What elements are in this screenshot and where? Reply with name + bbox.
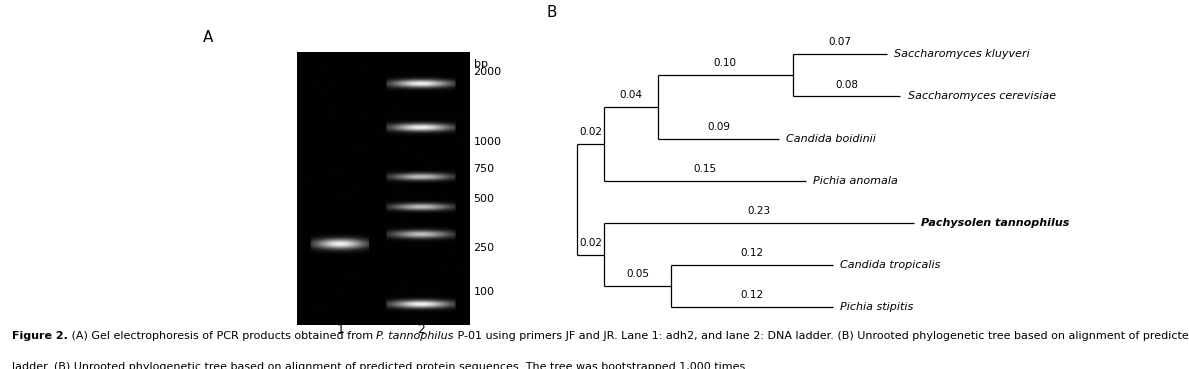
Text: 0.12: 0.12 [741, 290, 763, 300]
Text: 0.12: 0.12 [741, 248, 763, 258]
Text: Candida tropicalis: Candida tropicalis [841, 260, 940, 270]
Text: (A) Gel electrophoresis of PCR products obtained from: (A) Gel electrophoresis of PCR products … [68, 331, 377, 341]
Text: 0.07: 0.07 [829, 37, 851, 47]
Text: bp: bp [473, 59, 487, 69]
Text: 0.08: 0.08 [835, 80, 858, 90]
Text: 100: 100 [473, 287, 495, 297]
Text: 500: 500 [473, 194, 495, 204]
Text: 2: 2 [417, 323, 426, 336]
Text: 250: 250 [473, 243, 495, 253]
Text: Saccharomyces cerevisiae: Saccharomyces cerevisiae [907, 92, 1056, 101]
Text: Pichia anomala: Pichia anomala [813, 176, 898, 186]
Text: 0.04: 0.04 [619, 90, 642, 100]
Text: A: A [202, 30, 213, 45]
Text: 0.02: 0.02 [579, 127, 602, 137]
Text: 0.23: 0.23 [748, 206, 770, 216]
Text: 1000: 1000 [473, 137, 502, 147]
Text: Figure 2.: Figure 2. [12, 331, 68, 341]
Text: 0.15: 0.15 [693, 164, 717, 174]
Text: 750: 750 [473, 164, 495, 174]
Text: Pachysolen tannophilus: Pachysolen tannophilus [921, 218, 1070, 228]
Text: 0.09: 0.09 [707, 122, 730, 132]
Text: 0.10: 0.10 [713, 59, 737, 69]
Text: ladder. (B) Unrooted phylogenetic tree based on alignment of predicted protein s: ladder. (B) Unrooted phylogenetic tree b… [12, 362, 749, 369]
Text: Saccharomyces kluyveri: Saccharomyces kluyveri [894, 49, 1030, 59]
Text: P. tannophilus: P. tannophilus [377, 331, 454, 341]
Text: Pichia stipitis: Pichia stipitis [841, 302, 913, 312]
Text: B: B [547, 5, 556, 20]
Text: 0.02: 0.02 [579, 238, 602, 248]
Text: Candida boidinii: Candida boidinii [786, 134, 876, 144]
Text: 1: 1 [336, 323, 345, 336]
Text: 0.05: 0.05 [627, 269, 649, 279]
Text: 2000: 2000 [473, 67, 502, 77]
Text: P-01 using primers JF and JR. Lane 1: adh2, and lane 2: DNA ladder. (B) Unrooted: P-01 using primers JF and JR. Lane 1: ad… [454, 331, 1189, 341]
